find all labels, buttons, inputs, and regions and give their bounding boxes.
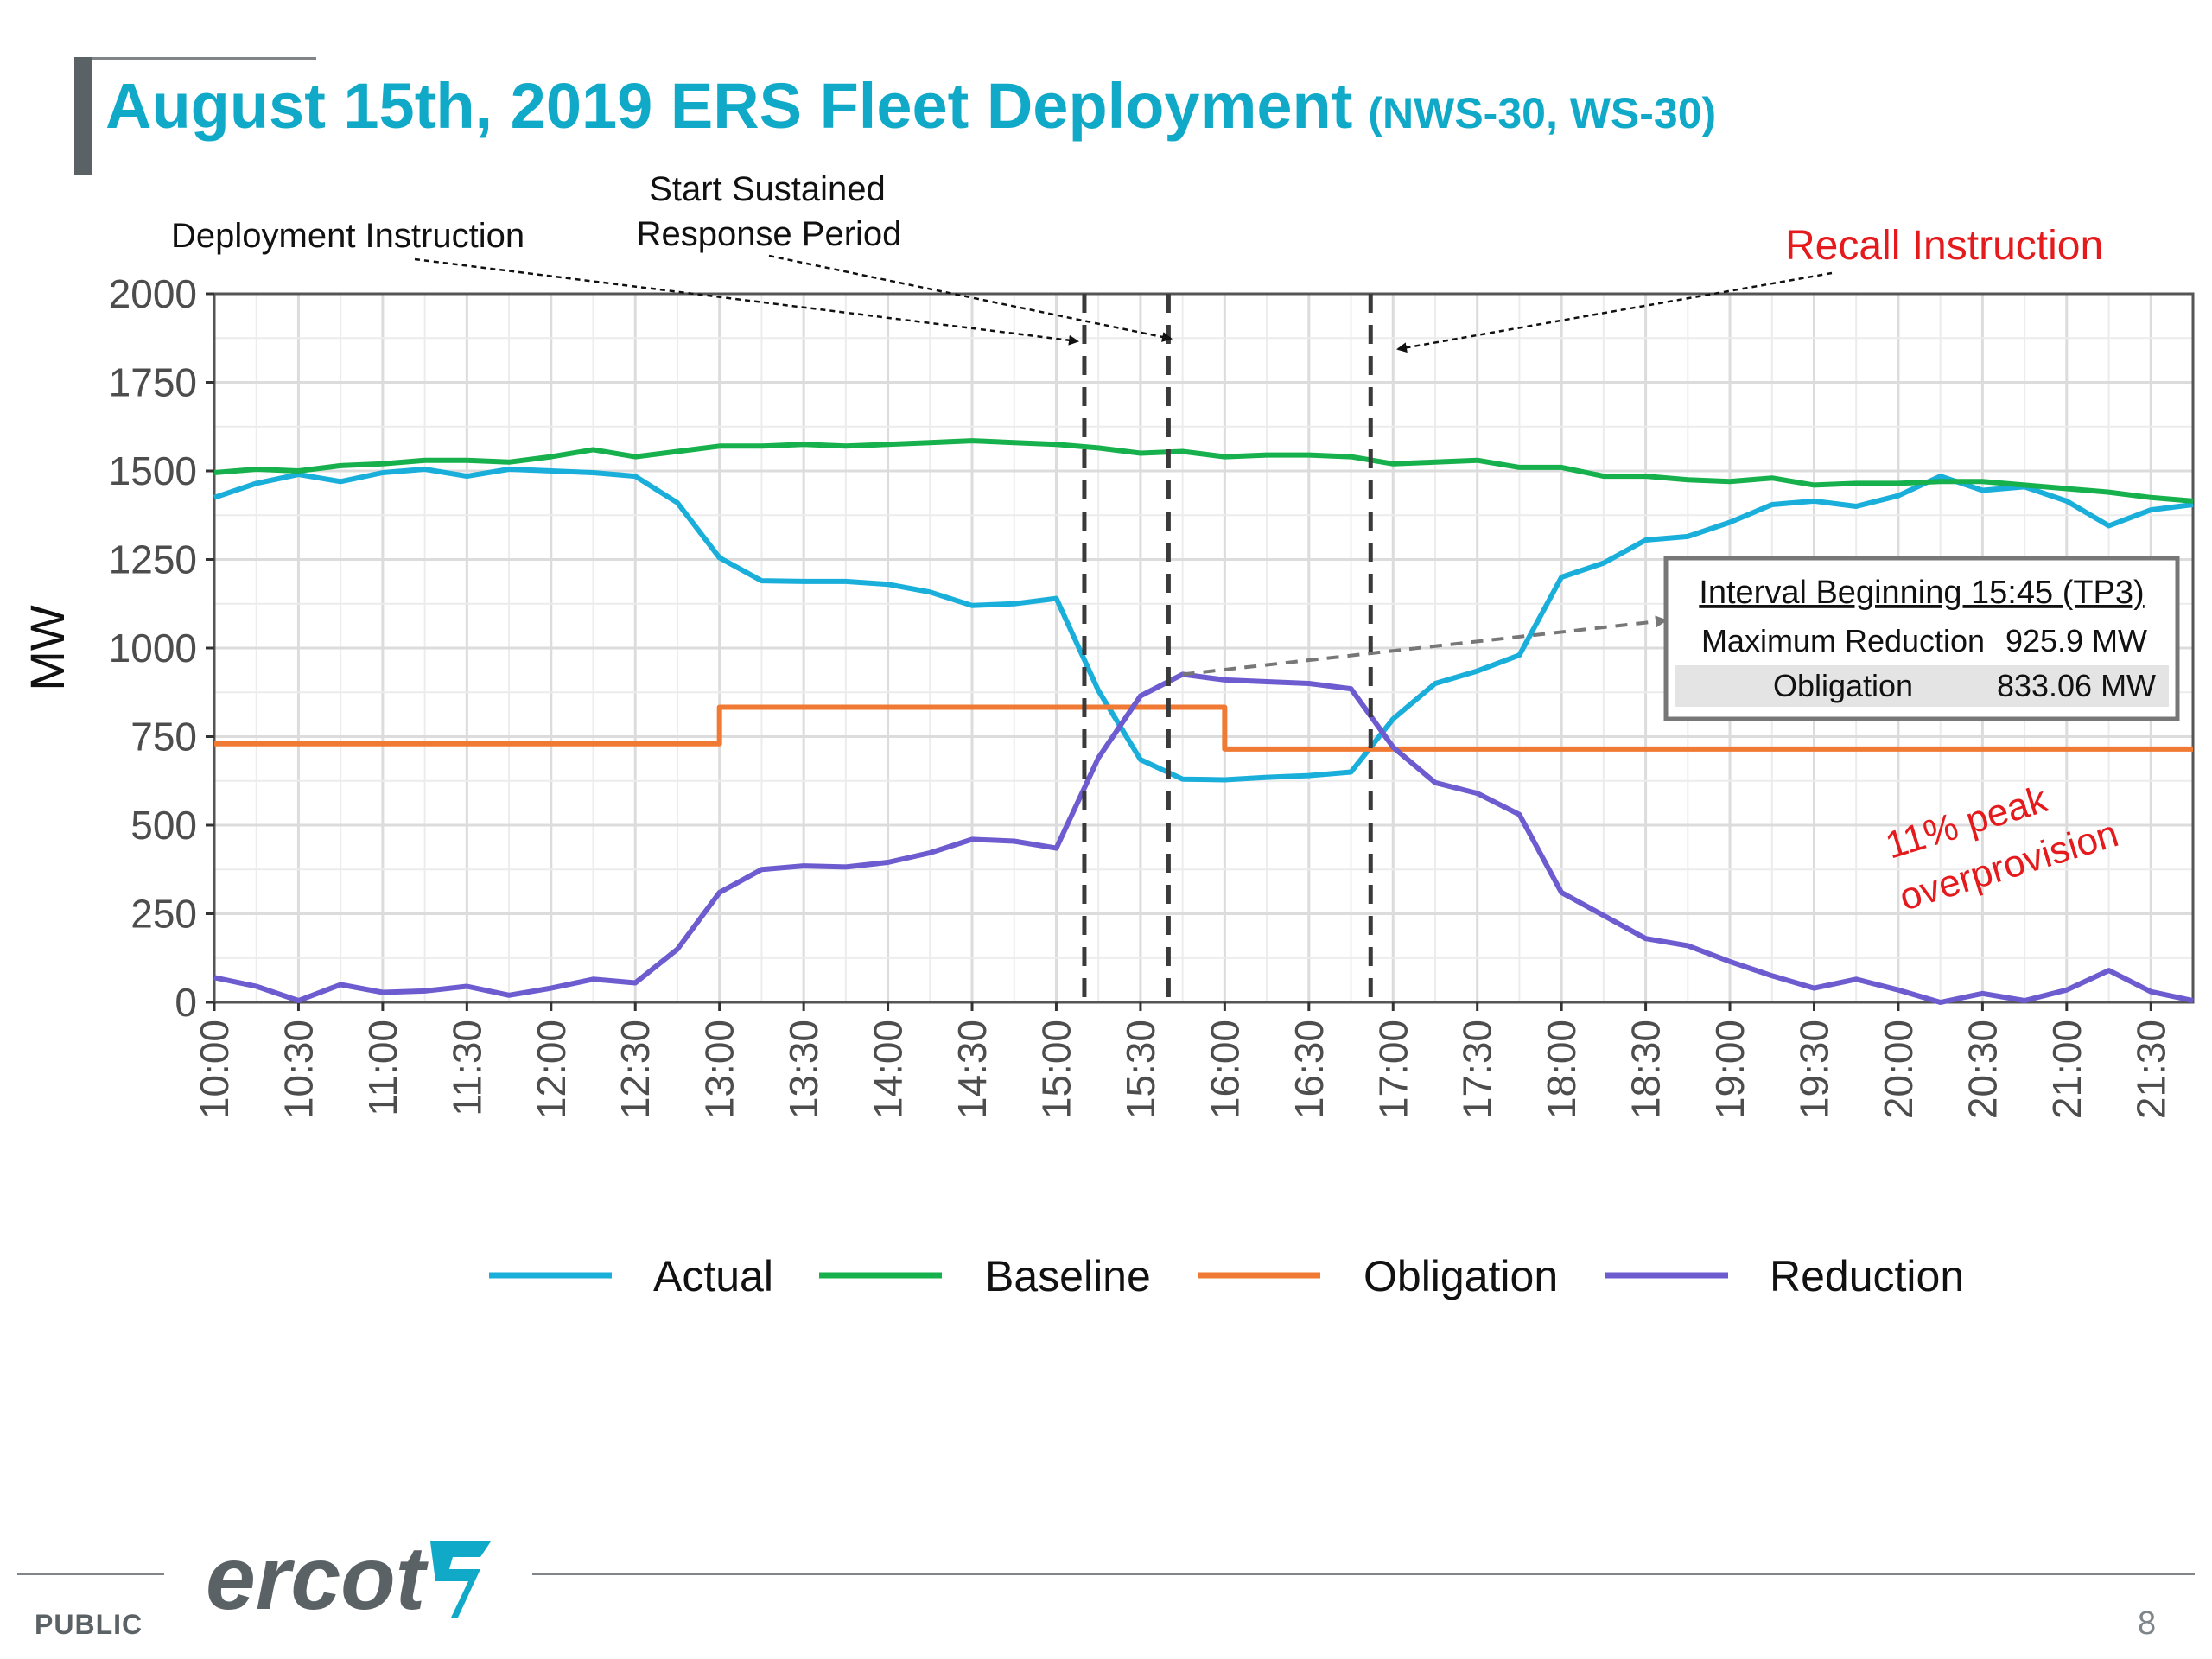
- title-accent-bar: [74, 57, 92, 175]
- annotation-deployment: Deployment Instruction: [171, 217, 524, 255]
- legend-label-obligation: Obligation: [1363, 1252, 1558, 1300]
- annotation-recall: Recall Instruction: [1785, 223, 2103, 269]
- legend-label-baseline: Baseline: [985, 1252, 1151, 1300]
- arrow-callout: [1182, 615, 1668, 677]
- arrow-deployment: [414, 257, 1079, 346]
- y-tick-label: 1000: [109, 626, 197, 671]
- y-tick-label: 500: [130, 803, 197, 848]
- x-tick-label: 18:00: [1539, 1020, 1584, 1119]
- svg-text:ercot: ercot: [206, 1529, 429, 1629]
- arrow-recall: [1396, 271, 1833, 353]
- x-tick-label: 19:30: [1791, 1020, 1836, 1119]
- x-tick-label: 10:00: [192, 1020, 237, 1119]
- x-tick-label: 20:00: [1876, 1020, 1921, 1119]
- legend-label-reduction: Reduction: [1770, 1252, 1964, 1300]
- axes: 0 250 500 750 1000 1250 1500 1750 2000 10:00 10:30…: [20, 271, 2195, 1119]
- callout-heading: Interval Beginning 15:45 (TP3): [1699, 575, 2144, 611]
- y-tick-label: 1500: [109, 448, 197, 493]
- annotation-sustained-line1: Start Sustained: [649, 170, 886, 208]
- footer-divider-right: [532, 1573, 2195, 1575]
- x-tick-label: 18:30: [1624, 1020, 1669, 1119]
- classification-label: PUBLIC: [35, 1609, 143, 1640]
- x-tick-label: 19:00: [1707, 1020, 1752, 1119]
- x-tick-label: 16:30: [1287, 1020, 1332, 1119]
- y-tick-label: 0: [175, 980, 197, 1025]
- x-tick-label: 16:00: [1202, 1020, 1247, 1119]
- callout-row-bg: [1675, 620, 2169, 662]
- vertical-markers: [1082, 294, 1373, 1002]
- x-tick-label: 13:30: [781, 1020, 826, 1119]
- x-tick-label: 14:30: [950, 1020, 995, 1119]
- x-tick-label: 15:00: [1033, 1020, 1078, 1119]
- legend-label-actual: Actual: [653, 1252, 773, 1300]
- y-tick-label: 1250: [109, 537, 197, 582]
- y-tick-label: 750: [130, 715, 197, 760]
- series-line-reduction: [213, 671, 2194, 1005]
- x-tick-label: 11:30: [444, 1020, 489, 1116]
- series-line-obligation: [214, 704, 2193, 752]
- callout-row-value: 833.06 MW: [1997, 668, 2156, 703]
- footer-divider-left: [17, 1573, 164, 1575]
- y-tick-label: 250: [130, 892, 197, 937]
- title-accent-line: [74, 57, 316, 60]
- x-tick-label: 21:00: [2044, 1020, 2089, 1119]
- x-tick-label: 13:00: [697, 1020, 742, 1119]
- arrow-sustained: [768, 254, 1173, 342]
- x-tick-label: 17:00: [1370, 1020, 1415, 1119]
- ercot-logo: ercot: [206, 1529, 491, 1629]
- x-tick-label: 12:30: [613, 1020, 658, 1119]
- callout-row-label: Obligation: [1773, 668, 1913, 703]
- x-tick-label: 11:00: [360, 1020, 405, 1116]
- title-subtitle: (NWS-30, WS-30): [1368, 89, 1717, 137]
- x-tick-label: 21:30: [2128, 1020, 2173, 1119]
- legend: Actual Baseline Obligation Reduction: [489, 1252, 1964, 1300]
- callout-row-value: 925.9 MW: [2005, 623, 2147, 658]
- series-line-actual: [213, 467, 2194, 783]
- callout-row-bg: [1675, 665, 2169, 707]
- y-tick-label: 1750: [109, 360, 197, 405]
- x-tick-label: 20:30: [1960, 1020, 2005, 1119]
- x-tick-label: 15:30: [1118, 1020, 1163, 1119]
- y-tick-label: 2000: [109, 271, 197, 316]
- annotation-sustained-line2: Response Period: [637, 215, 902, 253]
- page-title: August 15th, 2019 ERS Fleet Deployment (N…: [105, 69, 1716, 143]
- y-axis-label: MW: [20, 605, 74, 691]
- series-line-baseline: [213, 438, 2194, 504]
- callout-row-label: Maximum Reduction: [1701, 623, 1985, 658]
- title-main: August 15th, 2019 ERS Fleet Deployment: [105, 70, 1353, 142]
- grid: [213, 292, 2194, 1004]
- series-lines: [213, 438, 2194, 1005]
- x-tick-label: 10:30: [276, 1020, 321, 1119]
- x-tick-label: 14:00: [866, 1020, 911, 1119]
- page-number: 8: [2138, 1605, 2157, 1642]
- x-tick-label: 12:00: [529, 1020, 574, 1119]
- x-tick-label: 17:30: [1455, 1020, 1500, 1119]
